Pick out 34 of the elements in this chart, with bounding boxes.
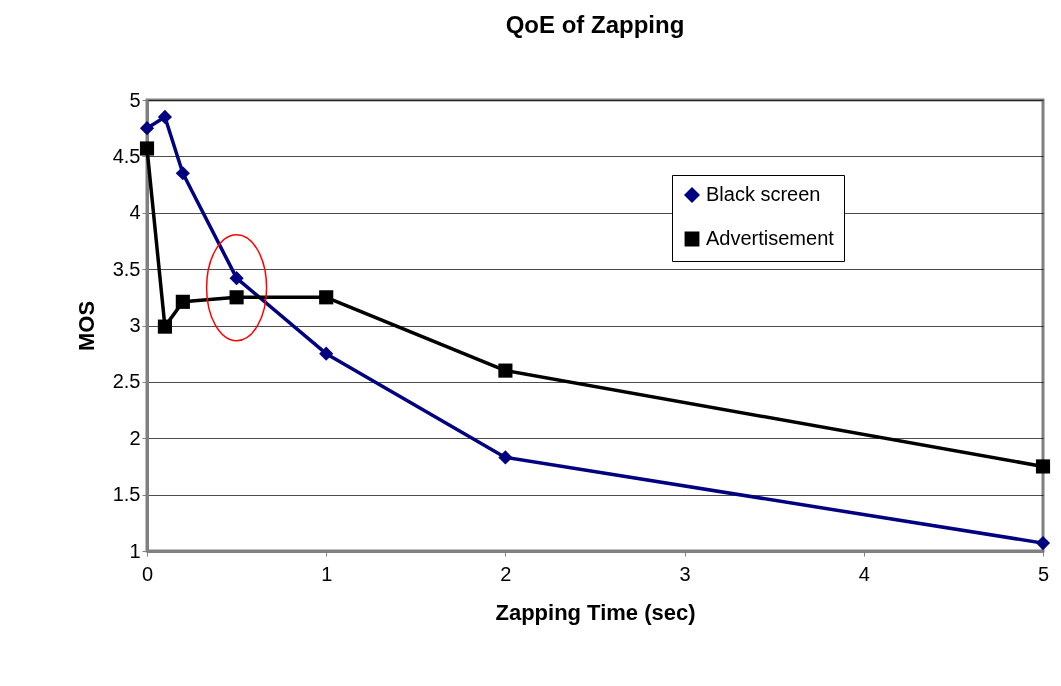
point	[157, 109, 172, 124]
y-tick-label: 4	[129, 201, 141, 224]
x-tick-label: 1	[321, 562, 333, 585]
y-axis-title: MOS	[73, 300, 99, 352]
point	[498, 363, 513, 378]
point	[139, 121, 155, 136]
y-tick-label: 5	[129, 88, 141, 111]
x-tick-label: 4	[858, 562, 870, 585]
legend-label: Black screen	[706, 183, 821, 205]
point	[175, 294, 190, 309]
point	[157, 319, 172, 334]
y-tick-label: 3.5	[112, 257, 141, 280]
point	[1035, 536, 1051, 551]
point	[175, 166, 190, 181]
y-tick-label: 2	[129, 426, 141, 449]
chart-title: QoE of Zapping	[505, 11, 685, 38]
point	[319, 290, 334, 305]
x-tick-label: 5	[1037, 562, 1050, 585]
y-tick-label: 1	[129, 539, 141, 562]
x-tick-label: 2	[500, 562, 512, 585]
y-tick-label: 3	[129, 314, 141, 336]
y-tick-label: 4.5	[112, 144, 141, 167]
legend-label: Advertisement	[706, 227, 835, 249]
point	[139, 141, 155, 156]
y-tick-label: 1.5	[112, 483, 141, 506]
y-tick-label: 2.5	[112, 370, 141, 393]
point	[1035, 459, 1051, 474]
x-axis-title: Zapping Time (sec)	[495, 599, 696, 625]
point	[498, 450, 513, 465]
x-tick-label: 0	[141, 562, 154, 585]
point	[319, 346, 334, 361]
point	[229, 271, 244, 286]
x-tick-label: 3	[679, 562, 691, 585]
point	[229, 290, 244, 305]
